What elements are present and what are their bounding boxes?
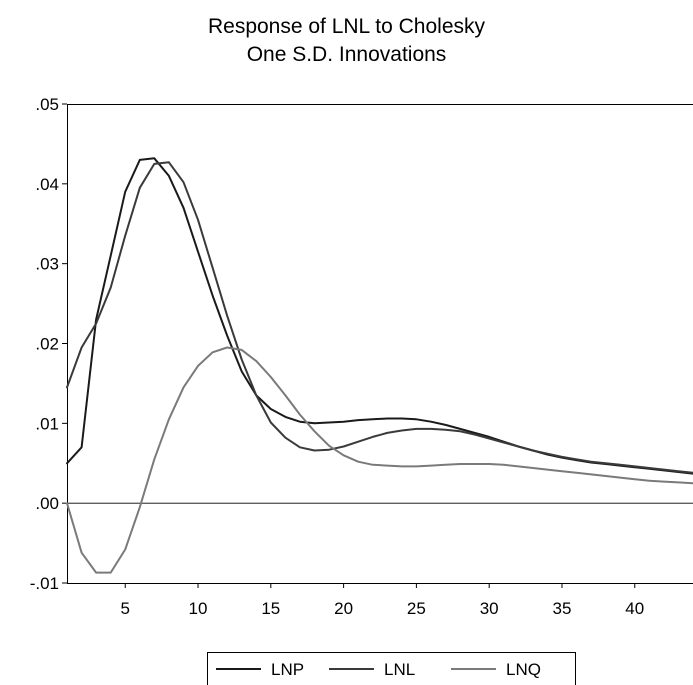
- series-line-lnq: [66, 346, 693, 574]
- axis-layer: -.01 .00 .01 .02 .03 .04 .05 5 10 15 20 25 30 35 40: [30, 95, 645, 618]
- x-tick-label: 30: [480, 599, 499, 618]
- chart-title: Response of LNL to Cholesky: [207, 15, 486, 38]
- legend-box: [207, 652, 576, 685]
- legend-label-lnl: LNL: [384, 660, 415, 679]
- y-tick-label: .02: [35, 335, 59, 354]
- chart-subtitle: One S.D. Innovations: [246, 43, 447, 66]
- y-tick-label: .00: [35, 494, 59, 513]
- plot-area: [67, 104, 693, 584]
- series-line-lnl: [66, 161, 693, 474]
- x-tick-label: 25: [407, 599, 426, 618]
- y-tick-label: .01: [35, 414, 59, 433]
- series-line-lnp: [66, 157, 693, 475]
- legend: LNP LNL LNQ: [207, 652, 576, 685]
- legend-label-lnq: LNQ: [506, 660, 541, 679]
- y-tick-label: .04: [35, 175, 59, 194]
- x-tick-label: 5: [120, 599, 129, 618]
- x-tick-label: 20: [334, 599, 353, 618]
- x-tick-label: 15: [261, 599, 280, 618]
- x-tick-label: 40: [625, 599, 644, 618]
- x-tick-label: 10: [189, 599, 208, 618]
- series-layer: [66, 157, 693, 574]
- y-tick-label: .05: [35, 95, 59, 114]
- legend-label-lnp: LNP: [271, 660, 304, 679]
- y-tick-label: -.01: [30, 574, 59, 593]
- y-tick-label: .03: [35, 255, 59, 274]
- x-tick-label: 35: [553, 599, 572, 618]
